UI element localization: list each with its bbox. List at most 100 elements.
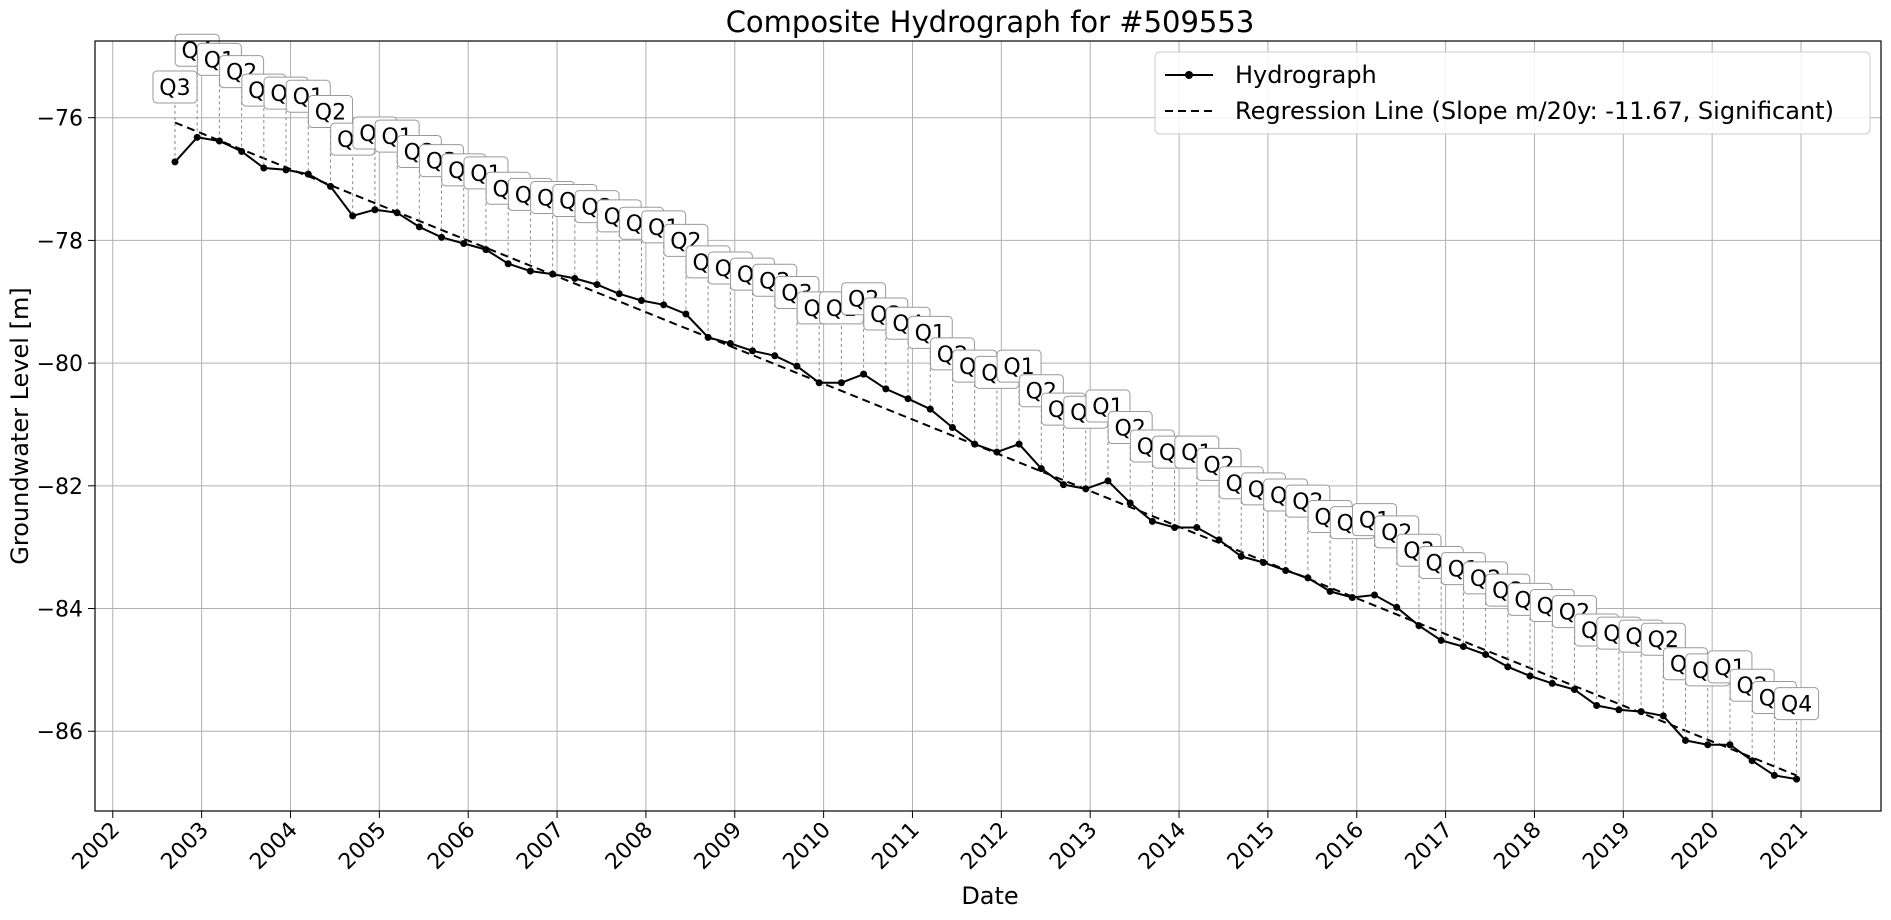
hydrograph-point [549,270,557,278]
hydrograph-point [593,281,601,289]
hydrograph-point [726,339,734,347]
hydrograph-point [326,182,334,190]
hydrograph-point [1504,663,1512,671]
chart-title: Composite Hydrograph for #509553 [726,5,1255,39]
hydrograph-point [1615,706,1623,714]
quarter-label-text: Q3 [159,76,190,101]
hydrograph-point [1193,524,1201,532]
x-tick-label: 2013 [1045,818,1102,875]
hydrograph-point [1371,591,1379,599]
y-axis-ticks: −76 −78 −80 −82 −84 −86 [37,107,95,745]
hydrograph-point [393,209,401,217]
x-tick-label: 2017 [1401,818,1458,875]
hydrograph-point [371,206,379,214]
hydrograph-point [637,297,645,305]
hydrograph-series [171,133,1801,783]
hydrograph-point [571,274,579,282]
legend-hydrograph-label: Hydrograph [1235,61,1377,89]
hydrograph-point [1348,593,1356,601]
y-tick-label: −76 [37,107,83,132]
hydrograph-point [1682,736,1690,744]
hydrograph-point [1259,559,1267,567]
x-tick-label: 2018 [1489,818,1546,875]
x-tick-label: 2012 [956,818,1013,875]
x-tick-label: 2006 [423,818,480,875]
hydrograph-point [993,448,1001,456]
x-tick-label: 2003 [157,818,214,875]
quarter-label-text: Q4 [1781,693,1812,718]
hydrograph-point [1548,679,1556,687]
y-axis-label: Groundwater Level [m] [6,287,34,564]
hydrograph-point [1437,636,1445,644]
hydrograph-point [304,170,312,178]
y-tick-label: −80 [37,352,83,377]
x-tick-label: 2020 [1667,818,1724,875]
x-tick-label: 2014 [1134,818,1191,875]
hydrograph-point [1526,672,1534,680]
hydrograph-point [1570,686,1578,694]
hydrograph-point [1415,622,1423,630]
x-axis-label: Date [961,882,1018,910]
hydrograph-point [1282,566,1290,574]
hydrograph-point [526,267,534,275]
hydrograph-line [174,136,1797,781]
hydrograph-point [1126,499,1134,507]
y-tick-label: −86 [37,720,83,745]
hydrograph-point [1770,771,1778,779]
hydrograph-point [704,333,712,341]
quarter-label: Q2 [1640,622,1686,656]
hydrograph-point [971,440,979,448]
hydrograph-point [682,310,690,318]
quarter-label-box [152,70,198,104]
hydrograph-point [238,147,246,155]
plot-frame [94,40,1882,812]
hydrograph-point [282,166,290,174]
quarter-label-box [1774,687,1820,721]
hydrograph-point [1793,775,1801,783]
hydrograph-point [860,370,868,378]
x-tick-label: 2005 [334,818,391,875]
y-tick-label: −84 [37,598,83,623]
x-tick-label: 2002 [68,818,125,875]
quarter-label-text: Q2 [315,101,346,126]
hydrograph-point [171,158,179,166]
hydrograph-point [904,395,912,403]
hydrograph-point [260,164,268,172]
x-tick-label: 2007 [512,818,569,875]
hydrograph-point [1726,741,1734,749]
hydrograph-point [1171,524,1179,532]
legend-hydrograph-marker [1185,71,1193,79]
x-tick-label: 2016 [1312,818,1369,875]
x-axis-ticks: 2002 2003 2004 2005 2006 2007 2008 2009 2010 2011… [68,811,1813,875]
hydrograph-point [1704,741,1712,749]
quarter-label: Q3 [152,70,198,104]
hydrograph-point [749,347,757,355]
quarter-labels: Q3Q4Q1Q2Q3Q4Q1Q2Q3Q4Q1Q2Q3Q4Q1Q2Q3Q4Q1Q2… [152,33,1820,721]
hydrograph-point [948,424,956,432]
x-tick-label: 2015 [1223,818,1280,875]
x-tick-label: 2011 [867,818,924,875]
hydrograph-point [1037,465,1045,473]
x-tick-label: 2009 [690,818,747,875]
hydrograph-point [1148,517,1156,525]
x-tick-label: 2010 [779,818,836,875]
hydrograph-point [1237,552,1245,560]
hydrograph-point [1082,485,1090,493]
hydrograph-point [1015,440,1023,448]
hydrograph-point [193,133,201,141]
legend-box [1154,51,1871,135]
hydrograph-point [660,301,668,309]
hydrograph-point [615,290,623,298]
hydrograph-point [1637,708,1645,716]
quarter-label: Q2 [307,95,353,129]
x-tick-label: 2019 [1578,818,1635,875]
y-tick-label: −82 [37,475,83,500]
hydrograph-point [1393,603,1401,611]
hydrograph-point [926,405,934,413]
hydrograph-point [1593,701,1601,709]
hydrograph-point [215,137,223,145]
legend: Hydrograph Regression Line (Slope m/20y:… [1154,51,1871,135]
hydrograph-point [1326,587,1334,595]
hydrograph-point [1659,712,1667,720]
